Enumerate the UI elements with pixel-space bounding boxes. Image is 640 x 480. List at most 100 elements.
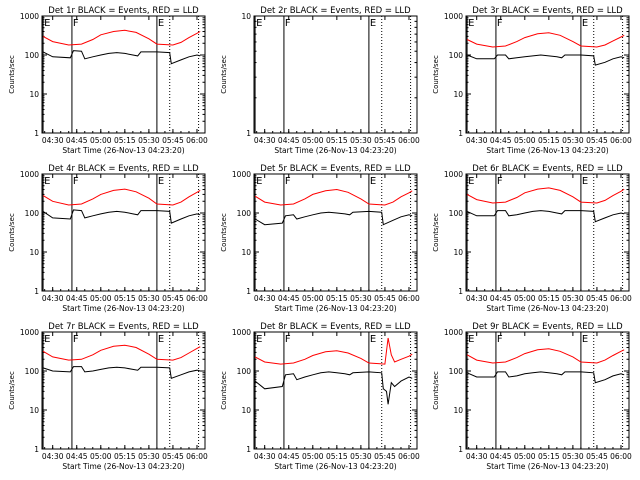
x-tick-label: 05:30	[562, 136, 584, 145]
marker-label: F	[73, 176, 79, 187]
x-tick-label: 04:30	[254, 136, 276, 145]
x-tick-label: 05:15	[538, 294, 560, 303]
x-tick-label: 05:45	[586, 452, 608, 461]
plot-frame	[41, 173, 206, 292]
marker-label: E	[158, 176, 164, 187]
marker-label: F	[73, 18, 79, 29]
x-tick-label: 04:45	[490, 294, 512, 303]
marker-label: E	[256, 18, 262, 29]
marker-label: E	[468, 334, 474, 345]
x-tick-label: 04:45	[490, 136, 512, 145]
panel-det-9: Det 9r BLACK = Events, RED = LLD Counts/s…	[432, 322, 632, 471]
panel-title: Det 8r BLACK = Events, RED = LLD	[260, 322, 411, 332]
panel-title: Det 2r BLACK = Events, RED = LLD	[260, 6, 411, 16]
x-tick-label: 04:45	[66, 294, 88, 303]
marker-label: E	[370, 18, 376, 29]
x-tick-label: 06:00	[186, 294, 208, 303]
x-tick-label: 06:00	[610, 294, 632, 303]
panel-det-1: Det 1r BLACK = Events, RED = LLD Counts/s…	[8, 6, 208, 155]
series-line-lld	[42, 344, 201, 361]
x-tick-label: 05:30	[350, 136, 372, 145]
y-tick-label: 100	[449, 209, 464, 218]
x-tick-label: 04:45	[278, 136, 300, 145]
y-tick-label: 10	[241, 248, 251, 257]
x-tick-label: 04:45	[278, 452, 300, 461]
x-tick-label: 05:30	[138, 452, 160, 461]
marker-label: E	[256, 334, 262, 345]
y-tick-label: 100	[237, 209, 252, 218]
panel-det-7: Det 7r BLACK = Events, RED = LLD Counts/s…	[8, 322, 208, 471]
y-tick-label: 1000	[20, 328, 39, 337]
x-tick-label: 05:00	[302, 136, 324, 145]
panel-det-8: Det 8r BLACK = Events, RED = LLD Counts/s…	[220, 322, 420, 471]
y-tick-label: 1000	[20, 170, 39, 179]
x-tick-label: 04:45	[66, 136, 88, 145]
x-tick-label: 05:00	[514, 452, 536, 461]
series-line-lld	[254, 337, 413, 365]
x-tick-label: 04:45	[278, 294, 300, 303]
x-tick-label: 06:00	[186, 136, 208, 145]
x-tick-label: 05:00	[302, 452, 324, 461]
plot-frame	[253, 15, 418, 134]
panel-det-3: Det 3r BLACK = Events, RED = LLD Counts/s…	[432, 6, 632, 155]
panel-title: Det 4r BLACK = Events, RED = LLD	[48, 164, 199, 174]
marker-label: E	[158, 334, 164, 345]
x-tick-label: 05:30	[350, 294, 372, 303]
y-tick-label: 100	[25, 51, 40, 60]
y-tick-label: 100	[25, 209, 40, 218]
x-tick-label: 04:30	[466, 452, 488, 461]
x-axis-label: Start Time (26-Nov-13 04:23:20)	[62, 462, 184, 471]
y-tick-label: 10	[453, 406, 463, 415]
marker-label: F	[285, 176, 291, 187]
marker-label: E	[582, 334, 588, 345]
x-axis-label: Start Time (26-Nov-13 04:23:20)	[62, 304, 184, 313]
x-tick-label: 05:45	[374, 452, 396, 461]
series-line-events	[42, 209, 201, 224]
y-tick-label: 1000	[232, 170, 251, 179]
plot-frame	[253, 331, 418, 450]
marker-label: E	[256, 176, 262, 187]
series-line-lld	[466, 348, 625, 364]
x-tick-label: 04:30	[254, 452, 276, 461]
panel-title: Det 1r BLACK = Events, RED = LLD	[48, 6, 199, 16]
panel-title: Det 7r BLACK = Events, RED = LLD	[48, 322, 199, 332]
x-tick-label: 04:30	[42, 452, 64, 461]
panel-title: Det 9r BLACK = Events, RED = LLD	[472, 322, 623, 332]
y-tick-label: 1	[246, 445, 251, 454]
x-tick-label: 06:00	[398, 294, 420, 303]
marker-label: E	[370, 334, 376, 345]
marker-label: F	[497, 176, 503, 187]
y-tick-label: 1	[34, 445, 39, 454]
series-line-events	[42, 50, 201, 65]
y-tick-label: 100	[449, 51, 464, 60]
y-tick-label: 1000	[444, 12, 463, 21]
y-axis-label: Counts/sec	[8, 371, 16, 410]
marker-label: E	[468, 18, 474, 29]
x-tick-label: 05:45	[162, 136, 184, 145]
y-tick-label: 1000	[444, 170, 463, 179]
series-line-events	[42, 366, 201, 379]
marker-label: F	[497, 18, 503, 29]
series-line-lld	[466, 32, 625, 48]
marker-label: E	[158, 18, 164, 29]
x-tick-label: 05:15	[538, 136, 560, 145]
x-tick-label: 06:00	[186, 452, 208, 461]
x-tick-label: 05:00	[90, 136, 112, 145]
x-tick-label: 04:30	[466, 136, 488, 145]
series-line-lld	[42, 188, 201, 206]
series-line-lld	[466, 187, 625, 204]
x-tick-label: 05:45	[162, 294, 184, 303]
x-tick-label: 05:45	[586, 294, 608, 303]
x-axis-label: Start Time (26-Nov-13 04:23:20)	[486, 146, 608, 155]
x-tick-label: 05:15	[538, 452, 560, 461]
y-tick-label: 10	[29, 90, 39, 99]
marker-label: F	[73, 334, 79, 345]
x-tick-label: 06:00	[398, 452, 420, 461]
y-tick-label: 1	[34, 129, 39, 138]
panel-det-4: Det 4r BLACK = Events, RED = LLD Counts/s…	[8, 164, 208, 313]
y-tick-label: 1000	[232, 328, 251, 337]
y-tick-label: 1	[458, 129, 463, 138]
y-axis-label: Counts/sec	[8, 213, 16, 252]
plot-frame	[253, 173, 418, 292]
